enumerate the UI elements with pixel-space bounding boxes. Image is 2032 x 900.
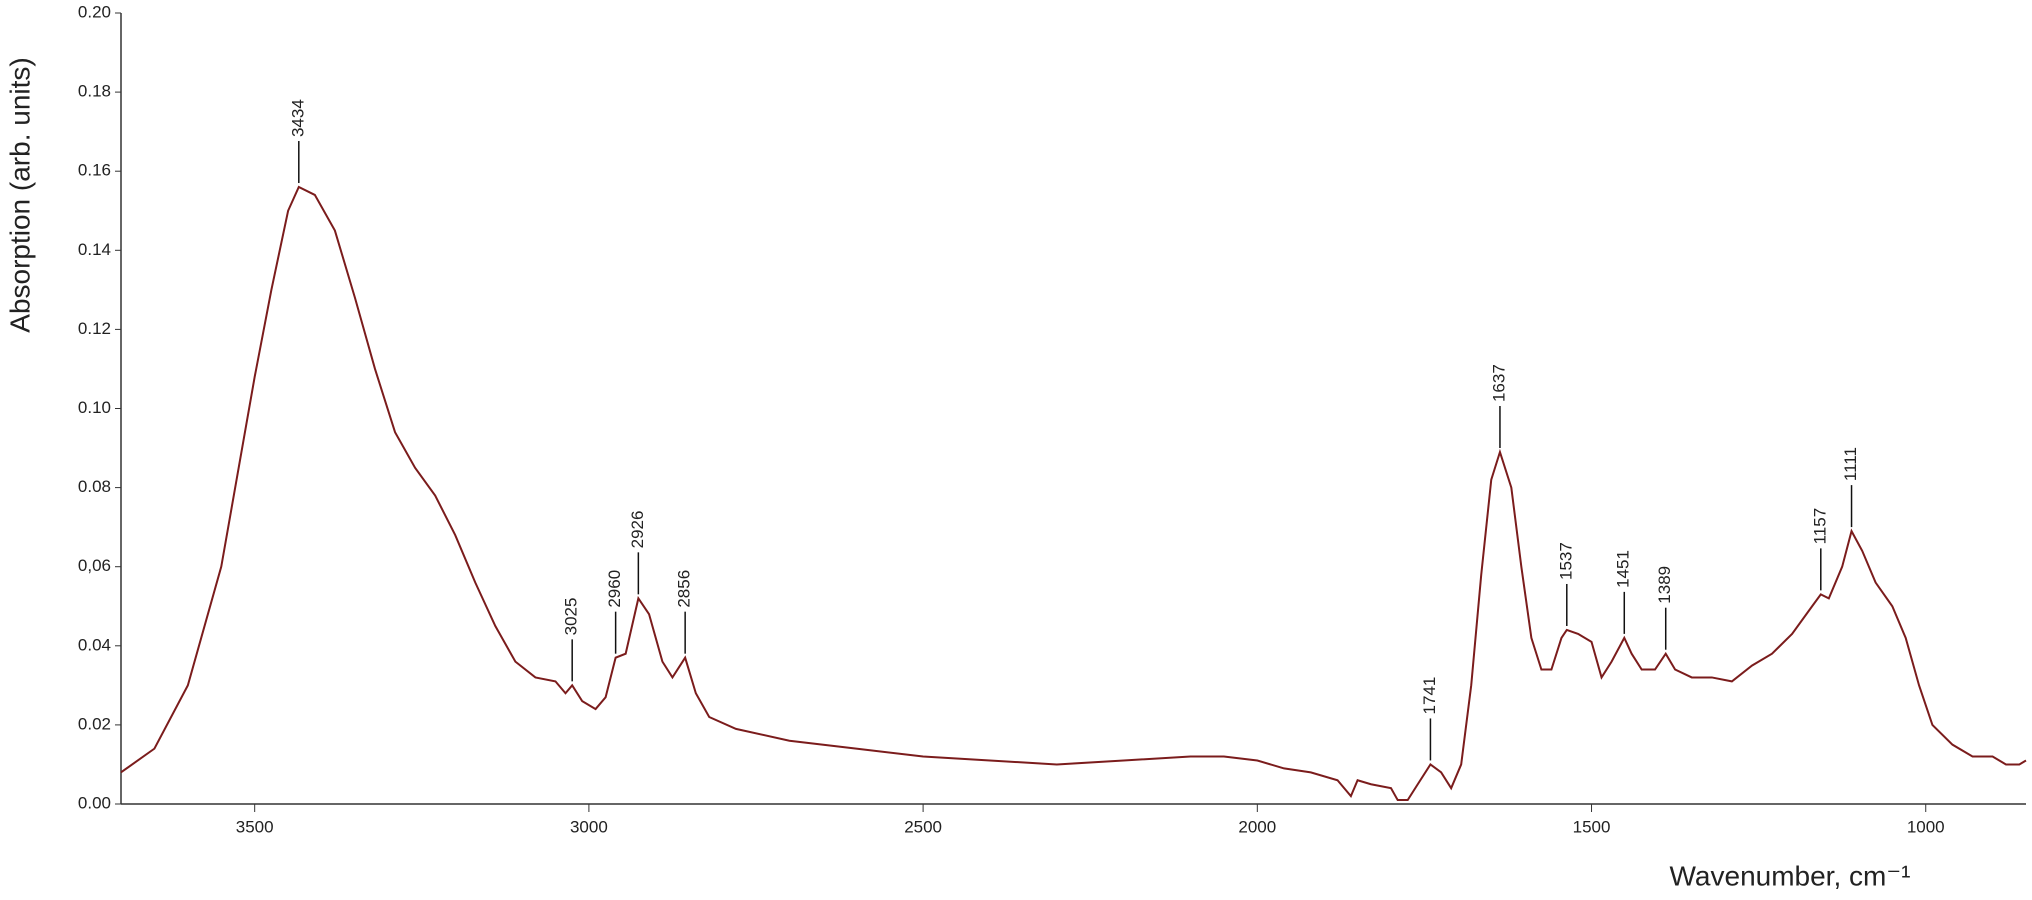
x-tick-label: 1500 bbox=[1573, 817, 1611, 836]
peak-label: 1451 bbox=[1614, 550, 1633, 588]
y-tick-label: 0.04 bbox=[78, 635, 111, 654]
peak-label: 1537 bbox=[1556, 542, 1575, 580]
y-tick-label: 0.18 bbox=[78, 82, 111, 101]
peak-label: 2960 bbox=[605, 570, 624, 608]
y-axis-title: Absorption (arb. units) bbox=[4, 57, 35, 332]
peak-label: 1637 bbox=[1489, 364, 1508, 402]
x-tick-label: 2000 bbox=[1238, 817, 1276, 836]
x-tick-label: 3000 bbox=[570, 817, 608, 836]
y-tick-label: 0.02 bbox=[78, 714, 111, 733]
peak-label: 3434 bbox=[288, 99, 307, 137]
y-tick-label: 0.14 bbox=[78, 240, 111, 259]
y-tick-label: 0.00 bbox=[78, 793, 111, 812]
y-tick-label: 0.10 bbox=[78, 398, 111, 417]
peak-label: 3025 bbox=[562, 598, 581, 636]
peak-label: 1389 bbox=[1655, 566, 1674, 604]
peak-label: 1111 bbox=[1841, 447, 1860, 481]
y-tick-label: 0.08 bbox=[78, 477, 111, 496]
x-tick-label: 2500 bbox=[904, 817, 942, 836]
peak-label: 1157 bbox=[1810, 508, 1829, 545]
spectrum-line bbox=[120, 185, 2027, 802]
peak-label: 2856 bbox=[675, 570, 694, 608]
x-axis-title: Wavenumber, cm⁻¹ bbox=[1670, 860, 1911, 891]
y-tick-label: 0,06 bbox=[78, 556, 111, 575]
peak-label: 1741 bbox=[1420, 677, 1439, 715]
y-tick-label: 0.12 bbox=[78, 319, 111, 338]
x-tick-label: 1000 bbox=[1907, 817, 1945, 836]
x-tick-label: 3500 bbox=[236, 817, 274, 836]
peak-label: 2926 bbox=[628, 511, 647, 549]
y-tick-label: 0.20 bbox=[78, 2, 111, 21]
y-tick-label: 0.16 bbox=[78, 161, 111, 180]
